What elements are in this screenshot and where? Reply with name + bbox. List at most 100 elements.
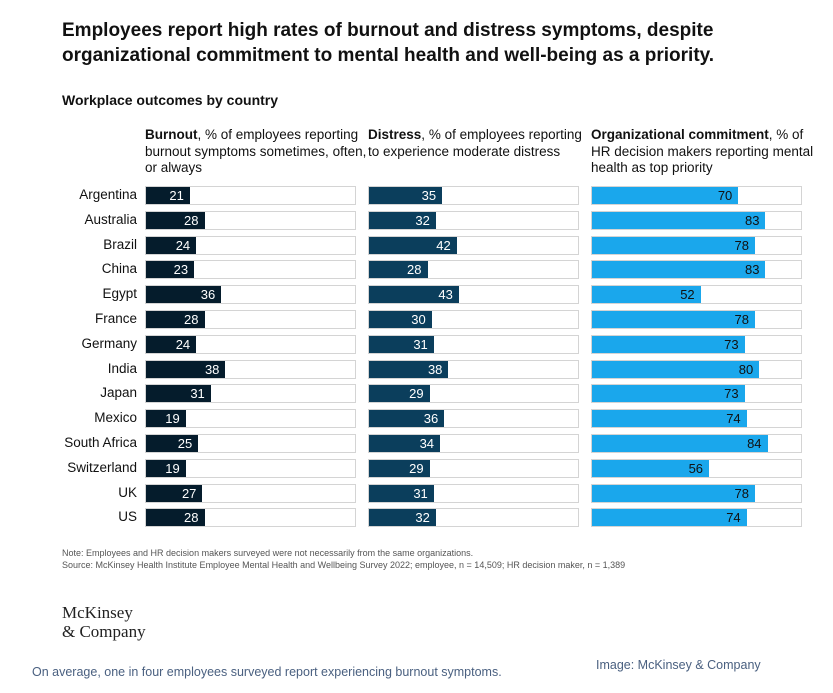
bar-value-label: 34: [419, 436, 435, 451]
bar-track: 19: [145, 409, 356, 429]
country-label: India: [107, 360, 137, 376]
country-label: UK: [118, 484, 137, 500]
bar-track: 56: [591, 458, 802, 478]
bar-value-label: 28: [184, 312, 199, 327]
bar-track: 28: [368, 260, 579, 280]
bar-burnout: [146, 509, 205, 527]
mckinsey-logo: McKinsey & Company: [62, 603, 146, 641]
note-text: Note: Employees and HR decision makers s…: [62, 548, 474, 558]
bar-track: 29: [368, 458, 579, 478]
bar-commitment: [592, 459, 710, 477]
bar-commitment: [592, 435, 768, 452]
bar-value-label: 28: [407, 262, 422, 278]
bar-distress: [369, 385, 430, 403]
bar-commitment: [592, 187, 739, 204]
bar-value-label: 38: [204, 361, 220, 377]
bar-track: 73: [591, 334, 802, 354]
country-label: Japan: [100, 385, 137, 401]
country-label: France: [94, 311, 137, 326]
country-label: Switzerland: [67, 459, 137, 475]
bar-value-label: 73: [724, 336, 739, 352]
bar-value-label: 28: [184, 510, 199, 526]
bar-distress: [369, 211, 436, 229]
logo-line-1: McKinsey: [62, 603, 133, 622]
bar-burnout: [146, 311, 205, 328]
bar-track: 32: [368, 508, 579, 528]
bar-value-label: 43: [438, 287, 453, 303]
bar-track: 34: [368, 434, 579, 453]
country-label: US: [118, 509, 137, 525]
bar-value-label: 52: [680, 287, 695, 303]
bar-track: 38: [368, 359, 579, 379]
chart-subtitle: Workplace outcomes by country: [62, 92, 279, 108]
country-label: South Africa: [64, 435, 137, 450]
bar-value-label: 70: [717, 188, 733, 203]
bar-value-label: 28: [184, 212, 199, 228]
bar-track: 21: [145, 186, 356, 205]
bar-track: 24: [145, 334, 356, 354]
bar-distress: [369, 435, 441, 452]
bar-value-label: 83: [745, 212, 760, 228]
bar-commitment: [592, 311, 756, 328]
bar-burnout: [146, 385, 211, 403]
bar-commitment: [592, 385, 745, 403]
bar-value-label: 36: [200, 287, 216, 303]
bar-value-label: 21: [169, 188, 184, 203]
bar-track: 19: [145, 458, 356, 478]
bar-value-label: 29: [409, 460, 424, 476]
bar-burnout: [146, 236, 197, 254]
bar-commitment: [592, 211, 766, 229]
bar-track: 70: [591, 186, 802, 205]
bar-value-label: 31: [413, 336, 428, 352]
bar-burnout: [146, 459, 186, 477]
bar-value-label: 30: [411, 312, 426, 327]
bar-burnout: [146, 435, 199, 452]
series-description: % of employees reporting burnout symptom…: [145, 127, 367, 175]
bar-value-label: 74: [726, 510, 741, 526]
bar-track: 78: [591, 235, 802, 255]
bar-track: 31: [368, 483, 579, 503]
bar-track: 31: [145, 384, 356, 404]
chart-note: Note: Employees and HR decision makers s…: [62, 547, 625, 571]
bar-track: 31: [368, 334, 579, 354]
bar-value-label: 29: [409, 386, 424, 402]
bar-burnout: [146, 261, 195, 279]
bar-track: 83: [591, 260, 802, 280]
bar-value-label: 56: [688, 460, 704, 476]
bar-value-label: 19: [165, 411, 180, 427]
series-description: % of HR decision makers reporting mental…: [591, 127, 814, 175]
bar-burnout: [146, 187, 190, 204]
series-description: % of employees reporting to experience m…: [368, 127, 582, 159]
bar-burnout: [146, 484, 203, 502]
source-text: Source: McKinsey Health Institute Employ…: [62, 560, 626, 570]
bar-value-label: 83: [745, 262, 760, 278]
bar-commitment: [592, 335, 745, 353]
bar-track: 80: [591, 359, 802, 379]
bar-distress: [369, 286, 459, 304]
chart-title: Employees report high rates of burnout a…: [62, 20, 715, 66]
bar-track: 43: [368, 285, 579, 305]
series-name: Organizational commitment: [591, 127, 769, 142]
bar-track: 38: [145, 359, 356, 379]
bar-value-label: 25: [177, 436, 193, 451]
bar-commitment: [592, 360, 760, 378]
bar-burnout: [146, 335, 197, 353]
bar-value-label: 35: [421, 188, 437, 203]
bar-track: 73: [591, 384, 802, 404]
bar-track: 74: [591, 508, 802, 528]
bar-track: 28: [145, 508, 356, 528]
bar-value-label: 78: [734, 237, 750, 253]
bar-burnout: [146, 360, 226, 378]
series-name: Burnout: [145, 127, 198, 142]
bar-value-label: 36: [423, 411, 439, 427]
bar-burnout: [146, 211, 205, 229]
column-header-burnout: Burnout, % of employees reporting burnou…: [145, 127, 367, 175]
bar-track: 27: [145, 483, 356, 503]
logo-line-2: & Company: [62, 622, 146, 641]
bar-track: 35: [368, 186, 579, 205]
bar-value-label: 78: [734, 312, 750, 327]
bar-track: 23: [145, 260, 356, 280]
bar-distress: [369, 335, 434, 353]
country-label: Australia: [84, 211, 137, 227]
